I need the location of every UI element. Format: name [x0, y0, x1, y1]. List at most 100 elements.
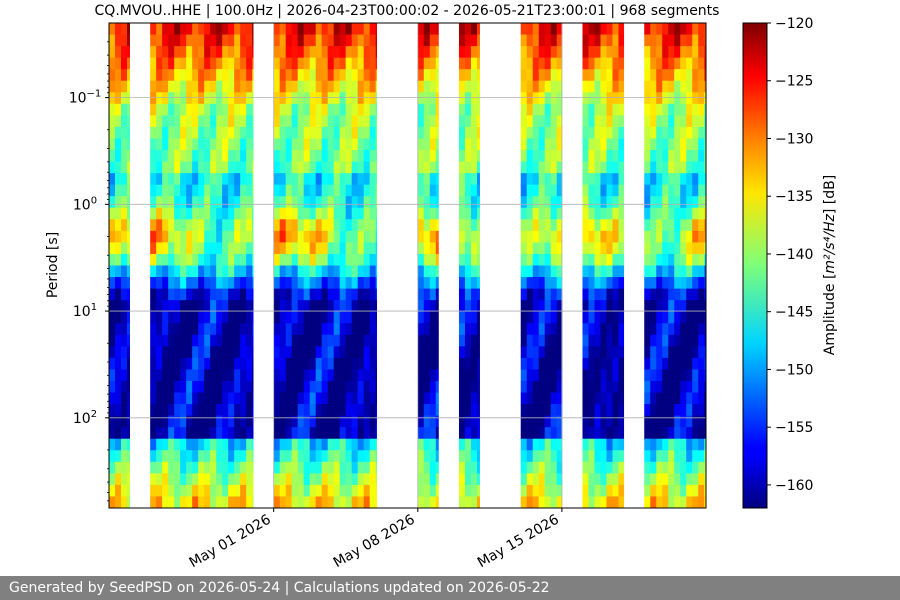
colorbar-label-prefix: Amplitude [ — [822, 274, 838, 356]
heatmap-cell — [600, 415, 607, 428]
heatmap-cell — [174, 115, 181, 128]
heatmap-cell — [656, 138, 663, 151]
heatmap-cell — [291, 369, 299, 382]
heatmap-cell — [612, 311, 619, 324]
heatmap-cell — [192, 415, 199, 428]
heatmap-cell — [345, 427, 353, 440]
heatmap-cell — [345, 415, 353, 428]
heatmap-cell — [464, 438, 472, 451]
heatmap-cell — [704, 461, 707, 474]
heatmap-cell — [662, 300, 669, 313]
heatmap-cell — [612, 23, 619, 36]
heatmap-cell — [520, 334, 528, 347]
heatmap-cell — [234, 277, 241, 290]
heatmap-cell — [150, 92, 157, 105]
heatmap-cell — [357, 150, 365, 163]
heatmap-cell — [644, 277, 651, 290]
heatmap-cell — [297, 103, 305, 116]
heatmap-cell — [423, 484, 431, 497]
heatmap-cell — [612, 150, 619, 163]
heatmap-cell — [150, 103, 157, 116]
heatmap-cell — [423, 173, 431, 186]
heatmap-cell — [363, 34, 371, 47]
heatmap-cell — [656, 427, 663, 440]
heatmap-cell — [162, 311, 169, 324]
heatmap-cell — [464, 253, 472, 266]
heatmap-cell — [680, 288, 687, 301]
heatmap-cell — [315, 92, 323, 105]
heatmap-cell — [150, 484, 157, 497]
heatmap-cell — [692, 115, 699, 128]
heatmap-cell — [656, 380, 663, 394]
heatmap-cell — [246, 92, 253, 105]
heatmap-cell — [526, 219, 534, 232]
heatmap-cell — [686, 392, 693, 405]
heatmap-cell — [273, 450, 281, 463]
heatmap-cell — [464, 57, 472, 70]
heatmap-cell — [315, 138, 323, 151]
heatmap-cell — [644, 265, 651, 278]
heatmap-cell — [556, 242, 563, 255]
heatmap-cell — [291, 496, 299, 509]
heatmap-cell — [698, 357, 705, 370]
heatmap-cell — [273, 496, 281, 509]
heatmap-cell — [285, 34, 293, 47]
heatmap-cell — [674, 173, 681, 186]
heatmap-cell — [228, 438, 235, 451]
heatmap-cell — [321, 369, 329, 382]
heatmap-cell — [704, 300, 707, 313]
heatmap-cell — [115, 450, 122, 463]
heatmap-cell — [246, 196, 253, 209]
heatmap-cell — [556, 380, 563, 394]
heatmap-cell — [234, 80, 241, 93]
heatmap-cell — [704, 415, 707, 428]
heatmap-cell — [464, 161, 472, 174]
heatmap-cell — [234, 173, 241, 186]
heatmap-cell — [520, 23, 528, 36]
heatmap-cell — [470, 334, 478, 347]
heatmap-cell — [538, 138, 546, 151]
heatmap-cell — [698, 461, 705, 474]
heatmap-cell — [228, 138, 235, 151]
heatmap-cell — [162, 323, 169, 336]
heatmap-cell — [375, 196, 378, 209]
heatmap-cell — [291, 34, 299, 47]
heatmap-cell — [291, 115, 299, 128]
heatmap-cell — [538, 207, 546, 220]
heatmap-cell — [423, 230, 431, 243]
heatmap-cell — [180, 69, 187, 82]
heatmap-cell — [544, 138, 552, 151]
heatmap-cell — [339, 288, 347, 301]
heatmap-cell — [375, 80, 378, 93]
heatmap-cell — [246, 34, 253, 47]
heatmap-cell — [351, 57, 359, 70]
heatmap-cell — [698, 427, 705, 440]
heatmap-cell — [692, 392, 699, 405]
heatmap-cell — [150, 404, 157, 417]
heatmap-cell — [520, 242, 528, 255]
heatmap-cell — [357, 126, 365, 139]
heatmap-cell — [650, 346, 657, 359]
heatmap-cell — [644, 369, 651, 382]
heatmap-cell — [333, 23, 341, 36]
heatmap-cell — [273, 115, 281, 128]
heatmap-cell — [204, 46, 211, 59]
heatmap-cell — [228, 346, 235, 359]
heatmap-cell — [162, 438, 169, 451]
heatmap-cell — [429, 150, 437, 163]
heatmap-cell — [279, 438, 287, 451]
heatmap-cell — [222, 115, 229, 128]
heatmap-cell — [156, 300, 163, 313]
heatmap-cell — [315, 46, 323, 59]
heatmap-cell — [464, 380, 472, 394]
heatmap-cell — [656, 369, 663, 382]
heatmap-cell — [704, 34, 707, 47]
heatmap-cell — [222, 496, 229, 509]
heatmap-cell — [180, 161, 187, 174]
heatmap-cell — [686, 103, 693, 116]
heatmap-cell — [363, 138, 371, 151]
heatmap-cell — [429, 277, 437, 290]
heatmap-cell — [150, 57, 157, 70]
heatmap-cell — [662, 346, 669, 359]
heatmap-cell — [600, 196, 607, 209]
